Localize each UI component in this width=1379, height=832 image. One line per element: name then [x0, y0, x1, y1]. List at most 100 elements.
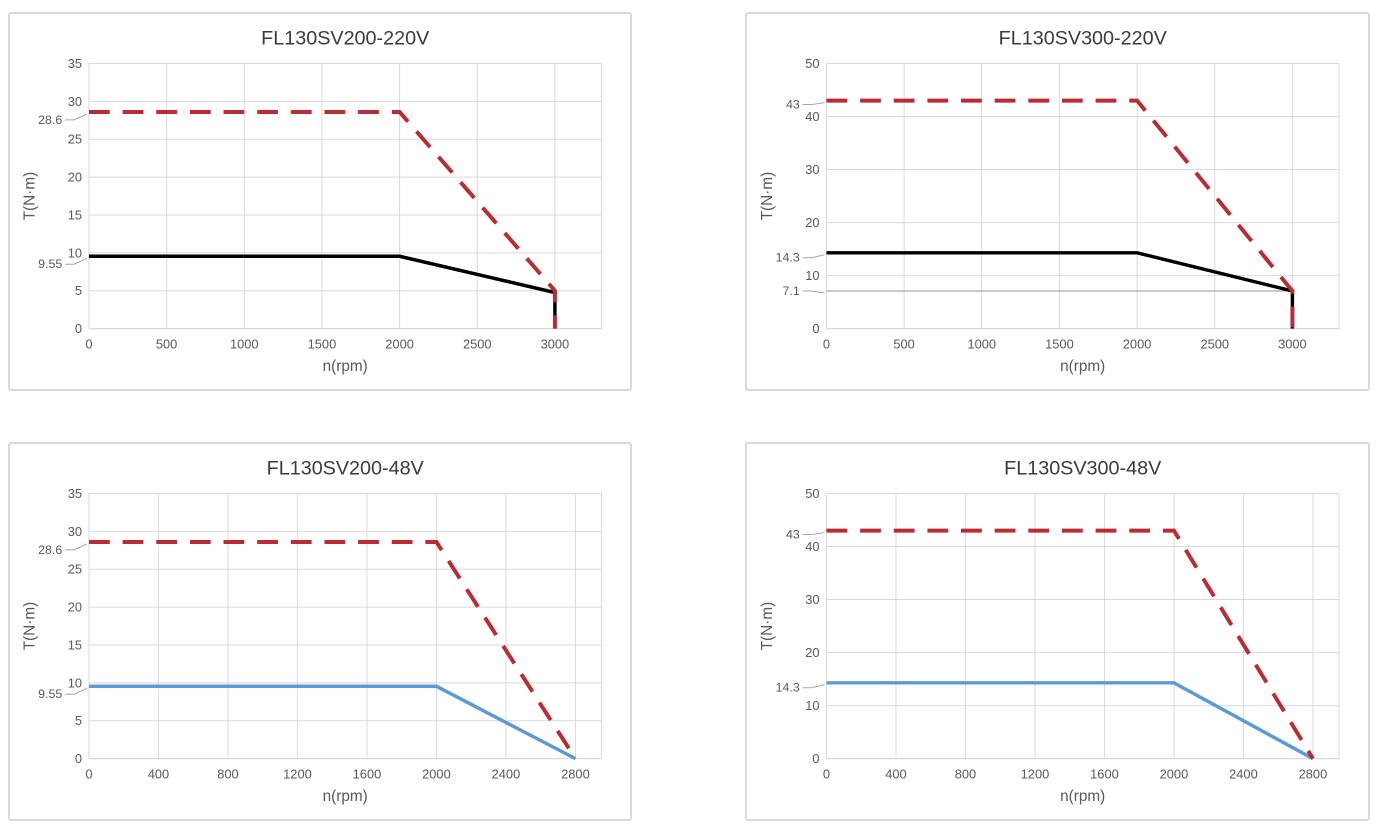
y-tick-label: 30 [805, 162, 819, 177]
chart-title: FL130SV200-48V [267, 458, 425, 480]
plot-area-border [825, 62, 1340, 330]
chart-panel-fl130sv200-48v: FL130SV200-48V n(rpm) T(N·m) 0 400 800 1200 160… [8, 442, 632, 821]
plot-area-border [88, 62, 602, 330]
x-axis-title: n(rpm) [323, 788, 368, 805]
x-axis-title: n(rpm) [1060, 788, 1105, 805]
x-tick-label: 1000 [967, 336, 996, 351]
x-tick-label: 2000 [1160, 766, 1189, 781]
callout-value-label: 28.6 [38, 113, 62, 127]
x-tick-label: 2800 [1299, 766, 1328, 781]
y-tick-label: 20 [68, 170, 82, 185]
x-tick-label: 3000 [541, 336, 570, 351]
y-tick-label: 30 [68, 94, 82, 109]
y-tick-label: 20 [68, 600, 82, 615]
x-tick-label: 1500 [1045, 336, 1074, 351]
y-tick-label: 25 [68, 562, 82, 577]
x-tick-label: 2000 [422, 766, 451, 781]
y-tick-label: 50 [805, 56, 819, 71]
y-tick-label: 5 [75, 283, 82, 298]
rated-torque-curve [88, 254, 557, 329]
y-tick-label: 0 [812, 751, 819, 766]
x-tick-label: 0 [85, 336, 92, 351]
callout-leader-line [802, 102, 825, 106]
x-tick-label: 1600 [1090, 766, 1119, 781]
x-tick-label: 400 [148, 766, 169, 781]
callout-value-label: 43 [786, 528, 800, 542]
y-tick-label: 0 [75, 321, 82, 336]
peak-torque-curve [88, 109, 557, 329]
y-tick-label: 10 [805, 698, 819, 713]
callout-value-label: 7.1 [783, 284, 800, 298]
x-tick-label: 2400 [1229, 766, 1258, 781]
x-axis-title: n(rpm) [1060, 358, 1105, 375]
callout-value-label: 14.3 [776, 681, 800, 695]
x-tick-label: 1200 [1021, 766, 1050, 781]
y-axis-title: T(N·m) [22, 172, 39, 221]
callout-leader-line [802, 254, 825, 259]
y-tick-label: 40 [805, 109, 819, 124]
callout-value-label: 28.6 [38, 543, 62, 557]
chart-panel-fl130sv300-220v: FL130SV300-220V n(rpm) T(N·m) 0 500 1000 1500 2… [745, 12, 1370, 391]
x-tick-label: 400 [885, 766, 906, 781]
callout-leader-line [65, 113, 88, 121]
x-tick-label: 500 [156, 336, 177, 351]
y-tick-label: 20 [805, 215, 819, 230]
x-tick-label: 1600 [353, 766, 382, 781]
y-tick-label: 0 [75, 751, 82, 766]
callout-leader-line [802, 290, 825, 294]
x-tick-label: 500 [893, 336, 914, 351]
x-tick-label: 0 [823, 766, 830, 781]
y-tick-label: 35 [68, 486, 82, 501]
x-tick-label: 2000 [1123, 336, 1152, 351]
callout-value-label: 14.3 [776, 251, 800, 265]
callout-value-label: 9.55 [38, 257, 62, 271]
callout-leader-line [802, 684, 825, 689]
x-tick-label: 2800 [561, 766, 590, 781]
callout-leader-line [802, 532, 825, 536]
chart-panel-fl130sv300-48v: FL130SV300-48V n(rpm) T(N·m) 0 400 800 1200 160… [745, 442, 1370, 821]
y-tick-label: 10 [68, 675, 82, 690]
x-tick-label: 0 [85, 766, 92, 781]
y-tick-label: 30 [68, 524, 82, 539]
y-tick-label: 30 [805, 592, 819, 607]
plot-area-border [825, 492, 1340, 760]
plot-area-border [88, 492, 602, 760]
callout-leader-line [65, 687, 88, 695]
x-tick-label: 0 [823, 336, 830, 351]
chart-title: FL130SV300-220V [999, 28, 1168, 50]
callout-leader-line [65, 543, 88, 551]
x-tick-label: 2000 [385, 336, 414, 351]
chart-panel-fl130sv200-220v: FL130SV200-220V n(rpm) T(N·m) 0 500 1000 1500 2… [8, 12, 632, 391]
x-tick-label: 800 [955, 766, 976, 781]
y-tick-label: 35 [68, 56, 82, 71]
x-tick-label: 1500 [308, 336, 337, 351]
chart-title: FL130SV200-220V [261, 28, 430, 50]
y-tick-label: 40 [805, 539, 819, 554]
peak-torque-curve [88, 539, 578, 760]
callout-value-label: 43 [786, 98, 800, 112]
callout-value-label: 9.55 [38, 687, 62, 701]
rated-torque-curve [88, 684, 577, 761]
y-tick-label: 50 [805, 486, 819, 501]
y-axis-title: T(N·m) [759, 602, 776, 651]
x-tick-label: 3000 [1278, 336, 1307, 351]
y-tick-label: 15 [68, 637, 82, 652]
y-tick-label: 15 [68, 207, 82, 222]
x-tick-label: 1000 [230, 336, 259, 351]
peak-torque-curve [826, 98, 1295, 329]
y-tick-label: 0 [812, 321, 819, 336]
x-tick-label: 2400 [492, 766, 521, 781]
rated-torque-curve [826, 681, 1314, 761]
y-tick-label: 20 [805, 645, 819, 660]
torque-speed-chart: FL130SV200-48V n(rpm) T(N·m) 0 400 800 1200 160… [22, 458, 602, 805]
peak-torque-curve [826, 528, 1315, 760]
torque-speed-chart: FL130SV200-220V n(rpm) T(N·m) 0 500 1000 1500 2… [22, 28, 602, 375]
x-tick-label: 800 [217, 766, 238, 781]
x-tick-label: 2500 [463, 336, 492, 351]
y-tick-label: 10 [68, 245, 82, 260]
y-tick-label: 25 [68, 132, 82, 147]
y-tick-label: 5 [75, 713, 82, 728]
y-axis-title: T(N·m) [759, 172, 776, 221]
